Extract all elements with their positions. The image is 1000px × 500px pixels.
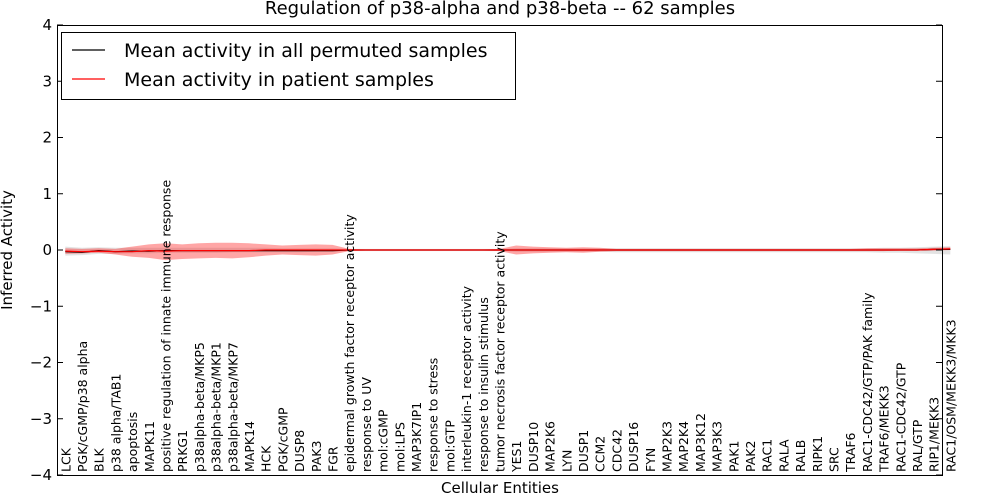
x-tick-label: MAP2K4 [676,421,691,472]
x-tick-label: response to UV [359,377,374,472]
x-tick-label: LYN [559,450,574,472]
x-tick-label: interleukin-1 receptor activity [459,285,474,472]
y-tick-label: −4 [30,466,52,484]
x-tick-label: FGR [326,446,341,472]
x-tick-label: HCK [259,445,274,472]
x-tick-label: MAP2K3 [660,421,675,472]
x-tick-label: p38 alpha/TAB1 [108,374,123,472]
x-tick-label: apoptosis [125,412,140,472]
legend-label-permuted: Mean activity in all permuted samples [124,40,487,62]
x-tick-label: MAP3K12 [693,413,708,472]
x-tick-label: PGK/cGMP/p38 alpha [75,341,90,472]
x-tick-label: TRAF6/MEKK3 [877,385,892,473]
x-tick-label: tumor necrosis factor receptor activity [493,231,508,472]
x-tick-label: response to stress [426,358,441,472]
x-tick-label: RALA [776,439,791,472]
series-band-0 [65,246,951,256]
x-tick-label: response to insulin stimulus [476,297,491,472]
y-tick-label: −3 [30,410,52,428]
x-tick-label: p38alpha-beta/MKP1 [209,342,224,472]
x-tick-label: RAC1 [760,439,775,472]
x-tick-label: positive regulation of innate immune res… [159,180,174,472]
x-tick-label: FYN [643,448,658,472]
x-tick-label: mol:GTP [442,420,457,472]
legend-label-patient: Mean activity in patient samples [124,69,434,91]
series-band-1 [65,242,951,261]
x-tick-label: p38alpha-beta/MKP7 [225,342,240,472]
x-tick-label: mol:LPS [392,422,407,472]
x-tick-label: DUSP10 [526,422,541,472]
x-tick-label: SRC [827,447,842,472]
x-tick-label: YES1 [509,441,524,473]
x-tick-label: BLK [92,447,107,472]
x-tick-label: MAP3K3 [710,421,725,472]
y-axis-label: Inferred Activity [0,190,16,310]
x-tick-label: RAL/GTP [910,419,925,472]
x-tick-label: mol:cGMP [376,409,391,472]
series-line-1 [65,248,951,253]
x-tick-label: p38alpha-beta/MKP5 [192,342,207,472]
y-tick-label: 1 [42,185,52,203]
plot-frame [57,25,943,476]
y-tick-label: 4 [42,16,52,34]
x-tick-label: RIP1/MEKK3 [927,397,942,472]
y-tick-label: 0 [42,241,52,259]
legend-box [61,32,516,100]
x-tick-label: CDC42 [609,429,624,472]
x-tick-label: PAK3 [309,441,324,472]
x-tick-label: RAC1/OSM/MEKK3/MKK3 [943,319,958,472]
x-tick-label: MAPK14 [242,421,257,472]
x-tick-label: RAC1-CDC42/GTP [893,362,908,472]
legend: Mean activity in all permuted samples Me… [61,32,516,100]
x-tick-label: PAK1 [726,441,741,472]
chart-title: Regulation of p38-alpha and p38-beta -- … [265,0,735,19]
x-tick-label: RAC1-CDC42/GTP/PAK family [860,292,875,472]
x-tick-label: LCK [58,447,73,472]
x-tick-label: RIPK1 [810,436,825,472]
x-tick-label: MAP3K7IP1 [409,402,424,472]
x-tick-label: DUSP8 [292,430,307,472]
x-tick-label: MAP2K6 [543,421,558,472]
x-tick-label: CCM2 [593,436,608,472]
x-tick-label: MAPK11 [142,421,157,472]
x-tick-label: TRAF6 [843,432,858,473]
x-tick-label: PRKG1 [175,430,190,472]
y-tick-label: 2 [42,129,52,147]
y-tick-label: −2 [30,354,52,372]
x-tick-label: PAK2 [743,441,758,472]
x-tick-label: RALB [793,440,808,472]
x-tick-label: DUSP1 [576,430,591,472]
x-tick-label: epidermal growth factor receptor activit… [342,214,357,472]
y-tick-label: 3 [42,72,52,90]
y-tick-label: −1 [30,297,52,315]
x-tick-label: DUSP16 [626,422,641,472]
x-tick-label: PGK/cGMP [275,407,290,472]
x-axis-label: Cellular Entities [441,479,559,497]
